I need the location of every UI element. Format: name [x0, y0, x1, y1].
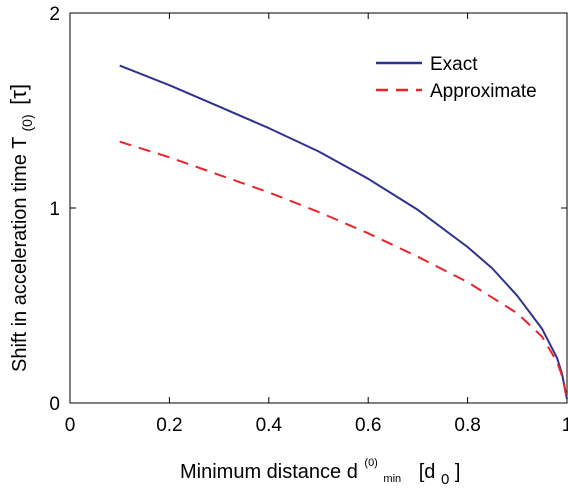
- plot-area-frame: [69, 12, 568, 404]
- y-axis-unit: [τ]: [6, 84, 31, 105]
- y-tick-label: 2: [49, 4, 60, 25]
- x-axis-unit-subscript: 0: [441, 471, 449, 488]
- x-axis-unit-open: [d: [419, 461, 436, 483]
- legend: Exact Approximate: [376, 54, 537, 102]
- x-tick-label: 0.8: [454, 415, 480, 436]
- series-line-exact: [119, 64, 568, 400]
- y-axis-label-subscript: (0): [19, 114, 35, 131]
- x-tick-label: 0.2: [156, 415, 182, 436]
- x-tick-label: 0.6: [355, 415, 381, 436]
- legend-label-approximate: Approximate: [430, 81, 537, 102]
- x-axis-label-superscript: (0): [364, 457, 377, 469]
- y-tick-label: 0: [49, 394, 60, 415]
- series-line-approximate: [119, 140, 568, 400]
- y-tick-label: 1: [49, 199, 60, 220]
- x-tick-label: 0: [65, 415, 76, 436]
- x-tick-label: 1: [562, 415, 568, 436]
- x-tick-label: 0.4: [256, 415, 283, 436]
- y-axis-label: Shift in acceleration time T (0) [τ]: [6, 84, 37, 372]
- axis-ticks: 0 0.2 0.4 0.6 0.8 1 0 1 2: [49, 4, 568, 436]
- data-series: [119, 64, 568, 400]
- x-axis-label-subscript: min: [383, 473, 401, 485]
- y-axis-label-main: Shift in acceleration time T: [9, 137, 31, 372]
- x-axis-label-main: Minimum distance d: [180, 461, 358, 483]
- x-axis-label: Minimum distance d (0) min [d 0 ]: [180, 449, 460, 489]
- legend-label-exact: Exact: [430, 54, 478, 75]
- x-axis-unit-close: ]: [455, 461, 461, 483]
